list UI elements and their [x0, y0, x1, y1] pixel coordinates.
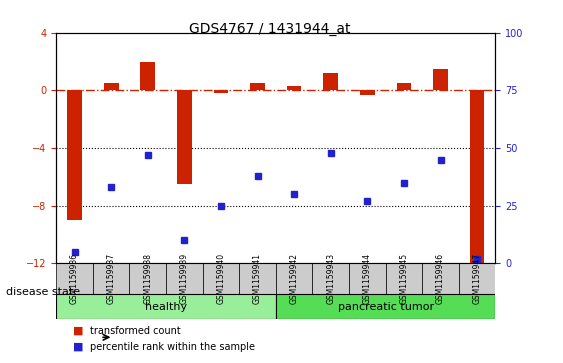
Bar	[250, 83, 265, 90]
Text: GSM1159939: GSM1159939	[180, 253, 189, 304]
Text: transformed count: transformed count	[90, 326, 181, 336]
FancyBboxPatch shape	[276, 294, 495, 319]
Text: healthy: healthy	[145, 302, 187, 311]
Text: GSM1159942: GSM1159942	[290, 253, 298, 304]
FancyBboxPatch shape	[93, 264, 129, 294]
FancyBboxPatch shape	[239, 264, 276, 294]
FancyBboxPatch shape	[349, 264, 386, 294]
Bar	[360, 90, 375, 95]
Text: ■: ■	[73, 342, 84, 352]
Bar	[104, 83, 118, 90]
FancyBboxPatch shape	[56, 294, 276, 319]
FancyBboxPatch shape	[459, 264, 495, 294]
Bar	[323, 73, 338, 90]
Bar	[141, 61, 155, 90]
FancyBboxPatch shape	[56, 264, 93, 294]
FancyBboxPatch shape	[166, 264, 203, 294]
Text: GDS4767 / 1431944_at: GDS4767 / 1431944_at	[190, 22, 351, 36]
Bar	[213, 90, 229, 93]
Text: GSM1159940: GSM1159940	[217, 253, 225, 304]
FancyBboxPatch shape	[276, 264, 312, 294]
Text: GSM1159945: GSM1159945	[400, 253, 408, 304]
Text: disease state: disease state	[6, 287, 80, 297]
FancyBboxPatch shape	[422, 264, 459, 294]
FancyBboxPatch shape	[129, 264, 166, 294]
Text: GSM1159946: GSM1159946	[436, 253, 445, 304]
Text: GSM1159941: GSM1159941	[253, 253, 262, 304]
Text: percentile rank within the sample: percentile rank within the sample	[90, 342, 255, 352]
Bar	[68, 90, 82, 220]
FancyBboxPatch shape	[203, 264, 239, 294]
Text: GSM1159938: GSM1159938	[144, 253, 152, 304]
Text: GSM1159936: GSM1159936	[70, 253, 79, 304]
Bar	[434, 69, 448, 90]
Text: GSM1159943: GSM1159943	[327, 253, 335, 304]
Text: ■: ■	[73, 326, 84, 336]
FancyBboxPatch shape	[312, 264, 349, 294]
Text: pancreatic tumor: pancreatic tumor	[338, 302, 434, 311]
Text: GSM1159944: GSM1159944	[363, 253, 372, 304]
Bar	[397, 83, 412, 90]
Bar	[287, 86, 302, 90]
Text: GSM1159937: GSM1159937	[107, 253, 115, 304]
FancyBboxPatch shape	[386, 264, 422, 294]
Bar	[177, 90, 191, 184]
Text: GSM1159947: GSM1159947	[473, 253, 481, 304]
Bar	[470, 90, 484, 264]
